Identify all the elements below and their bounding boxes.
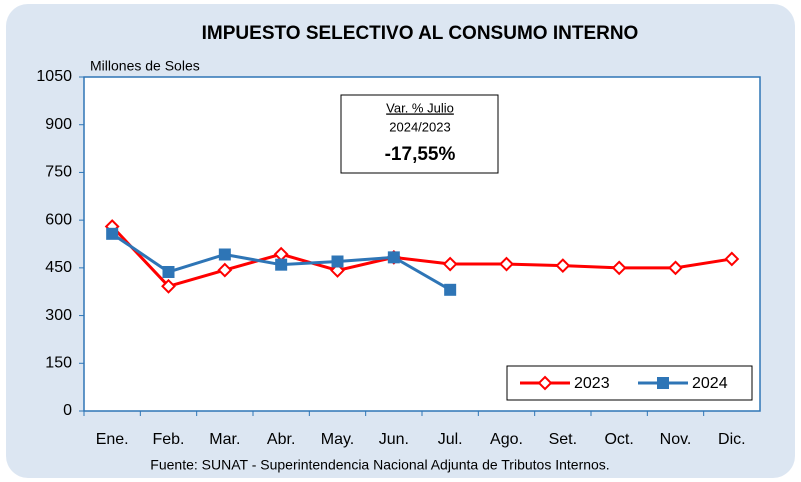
marker (724, 251, 740, 267)
annotation-title: Var. % Julio (386, 100, 454, 115)
chart-title: IMPUESTO SELECTIVO AL CONSUMO INTERNO (202, 23, 639, 44)
marker (537, 375, 553, 391)
x-tick-label: Mar. (209, 431, 240, 448)
x-tick-label: Dic. (718, 431, 746, 448)
y-tick-label: 0 (63, 402, 72, 419)
marker (444, 283, 457, 296)
marker (499, 256, 514, 272)
x-tick-label: Jul. (438, 431, 463, 448)
marker (555, 258, 571, 274)
x-tick-label: May. (321, 431, 354, 448)
y-tick-label: 750 (45, 164, 72, 181)
plot-area (83, 76, 761, 412)
legend (506, 365, 753, 401)
marker (217, 262, 233, 278)
x-tick-label: Jun. (379, 431, 409, 448)
marker (161, 278, 176, 294)
y-tick-label: 1050 (36, 68, 72, 85)
legend-label: 2024 (692, 375, 728, 392)
x-tick-label: Nov. (660, 431, 692, 448)
x-tick-label: Feb. (152, 431, 184, 448)
marker (442, 256, 458, 272)
marker (668, 260, 683, 276)
source: Fuente: SUNAT - Superintendencia Naciona… (150, 457, 609, 473)
x-tick-label: Set. (549, 431, 577, 448)
marker (106, 227, 119, 240)
y-tick-label: 900 (45, 116, 72, 133)
y-tick-label: 150 (45, 355, 72, 372)
marker (611, 260, 627, 276)
legend-label: 2023 (574, 375, 610, 392)
marker (218, 248, 231, 261)
marker (162, 265, 175, 278)
annotation-box (340, 94, 499, 174)
y-axis-label: Millones de Soles (90, 58, 200, 74)
y-tick-label: 450 (45, 259, 72, 276)
x-tick-label: Abr. (267, 431, 295, 448)
marker (331, 255, 344, 268)
marker (387, 251, 400, 264)
annotation-subtitle: 2024/2023 (389, 119, 450, 134)
x-tick-label: Ene. (96, 431, 129, 448)
x-tick-label: Ago. (490, 431, 523, 448)
marker (275, 258, 288, 271)
x-tick-label: Oct. (604, 431, 633, 448)
y-tick-label: 300 (45, 307, 72, 324)
annotation-value: -17,55% (385, 144, 456, 165)
series-line (111, 225, 733, 289)
y-tick-label: 600 (45, 211, 72, 228)
marker (657, 377, 669, 389)
